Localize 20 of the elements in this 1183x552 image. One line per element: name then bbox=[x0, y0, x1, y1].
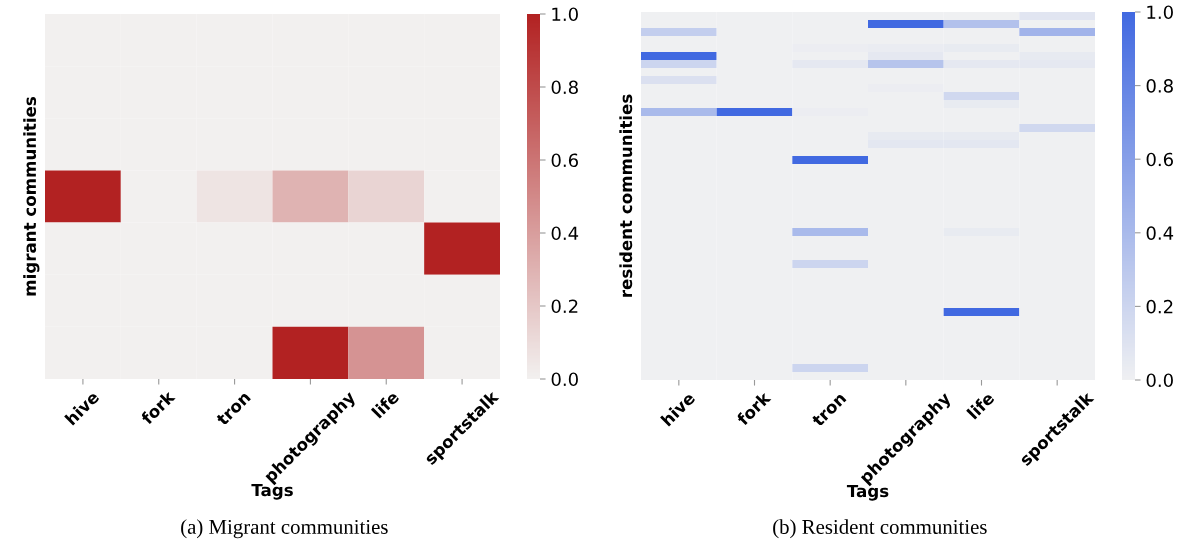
y-axis-title: migrant communities bbox=[23, 97, 40, 296]
color-bar-label: 0.6 bbox=[1146, 152, 1173, 167]
color-bar-label: 0.4 bbox=[1146, 226, 1174, 240]
color-bar-label: 0.2 bbox=[1146, 299, 1173, 314]
y-axis-title: resident communities bbox=[619, 94, 633, 297]
color-bar-label: 0.2 bbox=[551, 299, 578, 314]
text: (a) Migrant communities bbox=[181, 519, 388, 539]
color-bar-label: 0.4 bbox=[551, 226, 579, 241]
x-axis-title: Tags bbox=[846, 484, 889, 501]
x-tick-label: life bbox=[370, 389, 400, 419]
x-axis-title: Tags bbox=[251, 483, 293, 500]
color-bar-label: 0.6 bbox=[551, 153, 578, 168]
color-bar-label: 1.0 bbox=[1147, 5, 1173, 20]
x-tick-label: life bbox=[966, 390, 995, 420]
color-bar-label: 1.0 bbox=[552, 7, 578, 22]
color-bar-label: 0.0 bbox=[1146, 373, 1173, 388]
color-bar-label: 0.8 bbox=[1146, 79, 1173, 93]
text: (b) Resident communities bbox=[773, 519, 987, 539]
color-bar-label: 0.8 bbox=[551, 80, 578, 95]
color-bar-label: 0.0 bbox=[551, 372, 578, 387]
